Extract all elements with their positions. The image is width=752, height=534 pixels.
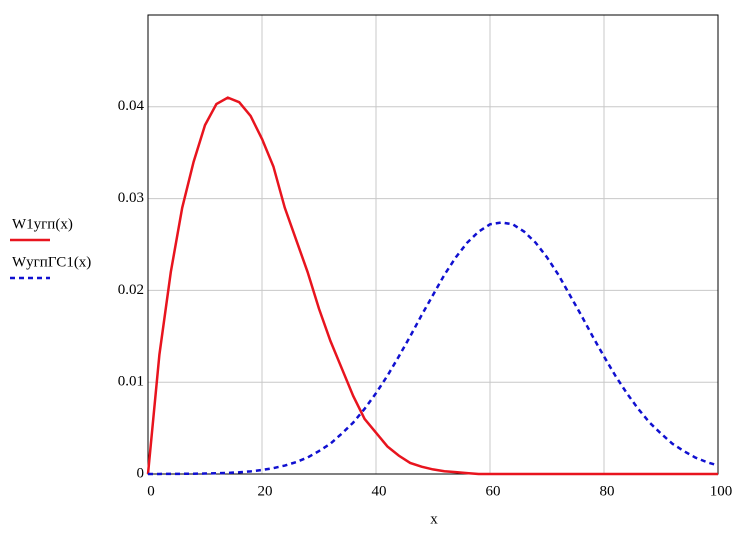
y-tick-label: 0.03 <box>118 190 144 206</box>
legend-label: WугпГС1(x) <box>12 254 91 270</box>
y-tick-label: 0.02 <box>118 282 144 298</box>
legend-label: W1угп(x) <box>12 216 73 232</box>
series-line <box>146 96 718 476</box>
x-tick-label: 0 <box>147 483 155 499</box>
series-line <box>147 221 719 476</box>
x-tick-label: 80 <box>600 483 615 499</box>
x-tick-label: 20 <box>258 483 273 499</box>
y-tick-label: 0.04 <box>118 98 145 114</box>
x-tick-label: 60 <box>486 483 501 499</box>
y-tick-label: 0.01 <box>118 374 144 390</box>
x-tick-label: 100 <box>710 483 733 499</box>
plot-frame <box>147 14 719 475</box>
x-axis-label: x <box>430 511 438 527</box>
y-tick-label: 0 <box>137 465 145 481</box>
x-tick-label: 40 <box>372 483 387 499</box>
